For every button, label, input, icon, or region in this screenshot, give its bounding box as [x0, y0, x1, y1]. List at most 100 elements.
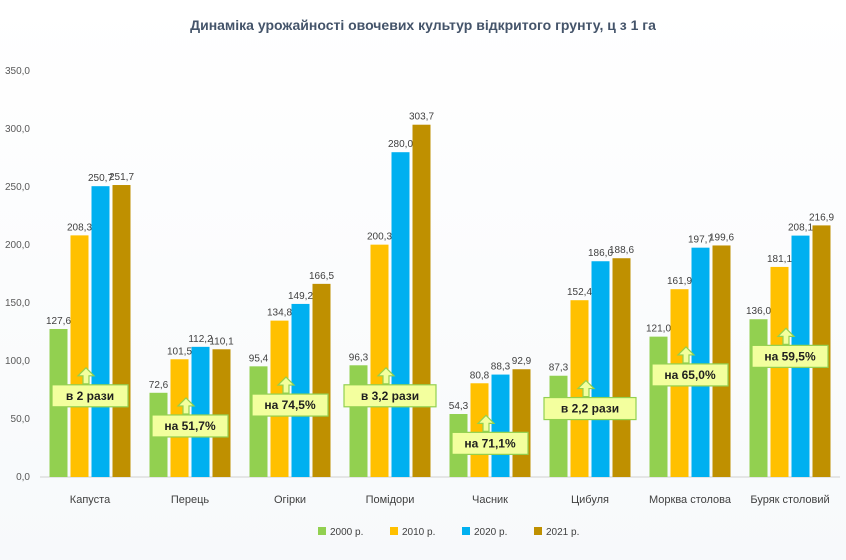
- data-label: 303,7: [409, 112, 434, 123]
- category-label: Огірки: [274, 494, 306, 506]
- data-label: 188,6: [609, 245, 634, 256]
- data-label: 80,8: [470, 370, 490, 381]
- bar: [712, 245, 731, 477]
- bar: [691, 247, 710, 477]
- data-label: 95,4: [249, 353, 269, 364]
- category-label: Помідори: [366, 494, 415, 506]
- bar: [412, 124, 431, 477]
- data-label: 72,6: [149, 380, 169, 391]
- data-label: 181,1: [767, 254, 792, 265]
- y-tick-label: 150,0: [5, 298, 30, 309]
- y-tick-label: 200,0: [5, 240, 30, 251]
- data-label: 199,6: [709, 232, 734, 243]
- bar: [549, 375, 568, 477]
- data-label: 127,6: [46, 316, 71, 327]
- data-label: 216,9: [809, 212, 834, 223]
- y-tick-label: 0,0: [16, 472, 30, 483]
- legend-label: 2020 р.: [474, 527, 507, 538]
- growth-callout-box: [343, 384, 437, 408]
- growth-callout-label: на 51,7%: [164, 419, 216, 433]
- data-label: 250,7: [88, 173, 113, 184]
- growth-callout-label: в 2,2 рази: [561, 402, 619, 416]
- data-label: 152,4: [567, 287, 592, 298]
- category-label: Перець: [171, 494, 210, 506]
- chart-title: Динаміка урожайності овочевих культур ві…: [190, 17, 656, 33]
- y-tick-label: 250,0: [5, 182, 30, 193]
- bar: [291, 303, 310, 477]
- growth-arrow-icon: [376, 366, 396, 385]
- data-label: 166,5: [309, 271, 334, 282]
- legend-swatch: [390, 527, 398, 535]
- legend-label: 2021 р.: [546, 527, 579, 538]
- growth-callout-label: в 2 рази: [66, 389, 114, 403]
- growth-callout-box: [651, 363, 729, 387]
- data-label: 110,1: [209, 336, 234, 347]
- bar: [612, 258, 631, 477]
- data-label: 92,9: [512, 356, 532, 367]
- growth-arrow-icon: [176, 397, 196, 415]
- bar: [91, 186, 110, 478]
- category-label: Капуста: [70, 494, 111, 506]
- bar: [191, 346, 210, 477]
- growth-arrow-icon: [676, 346, 696, 364]
- growth-callout-label: на 71,1%: [464, 436, 516, 450]
- bar: [249, 366, 268, 477]
- data-label: 200,3: [367, 232, 392, 243]
- growth-callout-label: на 74,5%: [264, 398, 316, 412]
- bar: [312, 283, 331, 477]
- growth-callout-box: [151, 414, 229, 438]
- growth-callout-label: на 59,5%: [764, 349, 816, 363]
- data-label: 280,0: [388, 139, 413, 150]
- bar: [770, 266, 789, 477]
- data-label: 121,0: [646, 324, 671, 335]
- data-label: 208,3: [67, 222, 92, 233]
- bar: [112, 185, 131, 477]
- legend-label: 2000 р.: [330, 527, 363, 538]
- growth-callout-box: [51, 384, 129, 408]
- data-label: 251,7: [109, 172, 134, 183]
- data-label: 197,7: [688, 235, 713, 246]
- y-tick-label: 100,0: [5, 356, 30, 367]
- y-tick-label: 50,0: [11, 414, 31, 425]
- data-label: 186,0: [588, 248, 613, 259]
- data-label: 149,2: [288, 291, 313, 302]
- category-label: Часник: [472, 494, 508, 506]
- bar: [391, 152, 410, 477]
- growth-callout-box: [451, 431, 529, 455]
- growth-arrow-icon: [76, 366, 96, 385]
- data-label: 112,2: [188, 334, 213, 345]
- growth-callout-box: [751, 344, 829, 368]
- legend-swatch: [462, 527, 470, 535]
- y-tick-label: 300,0: [5, 124, 30, 135]
- bar: [749, 319, 768, 477]
- data-label: 136,0: [746, 306, 771, 317]
- legend-swatch: [318, 527, 326, 535]
- growth-callout-label: в 3,2 рази: [361, 389, 419, 403]
- bar: [70, 235, 89, 477]
- data-label: 88,3: [491, 362, 511, 373]
- data-label: 96,3: [349, 352, 369, 363]
- category-label: Цибуля: [571, 494, 609, 506]
- data-label: 134,8: [267, 308, 292, 319]
- data-label: 87,3: [549, 363, 569, 374]
- bar: [349, 365, 368, 477]
- legend-swatch: [534, 527, 542, 535]
- bar: [212, 349, 231, 477]
- growth-arrow-icon: [576, 379, 596, 398]
- category-label: Морква столова: [649, 494, 732, 506]
- bar: [591, 261, 610, 477]
- data-label: 161,9: [667, 276, 692, 287]
- legend-label: 2010 р.: [402, 527, 435, 538]
- data-label: 54,3: [449, 401, 469, 412]
- growth-arrow-icon: [476, 414, 496, 432]
- data-label: 208,1: [788, 223, 813, 234]
- bar: [649, 336, 668, 477]
- growth-callout-label: на 65,0%: [664, 368, 716, 382]
- y-tick-label: 350,0: [5, 66, 30, 77]
- growth-callout-box: [543, 396, 637, 421]
- bar: [491, 374, 510, 477]
- data-label: 101,5: [167, 346, 192, 357]
- category-label: Буряк столовий: [750, 494, 829, 506]
